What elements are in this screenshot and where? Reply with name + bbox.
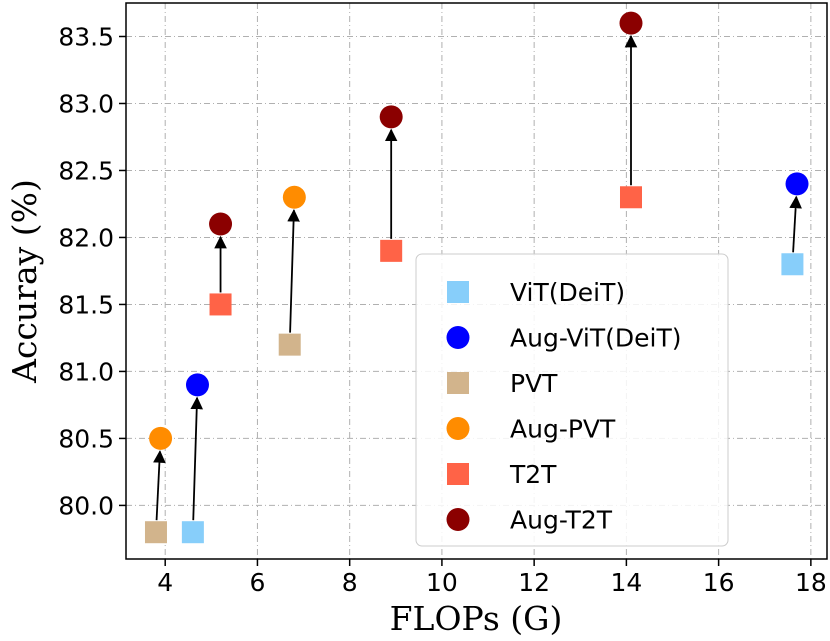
data-point — [619, 186, 642, 209]
axis-ticks: 4 6 8 10 12 14 16 18 80.0 80.5 81.0 81.5 82.0 82.5 83.… — [58, 22, 826, 597]
y-tick-label: 82.5 — [58, 156, 114, 185]
improvement-arrow — [789, 195, 802, 253]
legend-marker — [447, 281, 469, 303]
legend-label: Aug-PVT — [510, 415, 616, 444]
data-points — [144, 11, 809, 544]
y-tick-label: 80.5 — [58, 424, 114, 453]
y-tick-label: 81.5 — [58, 290, 114, 319]
improvement-arrow — [153, 450, 166, 521]
legend-label: PVT — [510, 369, 558, 398]
y-tick-label: 81.0 — [58, 357, 114, 386]
y-tick-label: 82.0 — [58, 223, 114, 252]
y-tick-label: 83.0 — [58, 89, 114, 118]
legend-label: Aug-ViT(DeiT) — [510, 324, 682, 353]
x-tick-label: 4 — [157, 568, 173, 597]
data-point — [379, 105, 403, 129]
data-point — [181, 521, 204, 544]
data-point — [144, 521, 167, 544]
legend-label: Aug-T2T — [510, 506, 613, 535]
x-tick-label: 18 — [795, 568, 827, 597]
legend: ViT(DeiT) Aug-ViT(DeiT) PVT Aug-PVT T2T Aug-T… — [415, 253, 729, 547]
x-tick-label: 10 — [426, 568, 458, 597]
legend-box — [415, 253, 729, 547]
legend-marker — [446, 326, 470, 349]
data-point — [278, 333, 301, 356]
data-point — [282, 185, 306, 209]
data-point — [619, 11, 643, 35]
plot-frame — [125, 2, 828, 560]
x-axis-label: FLOPs (G) — [390, 599, 563, 638]
legend-marker — [447, 463, 469, 485]
y-tick-label: 83.5 — [58, 22, 114, 51]
x-tick-label: 16 — [703, 568, 735, 597]
x-tick-label: 6 — [249, 568, 265, 597]
legend-label: T2T — [509, 460, 557, 489]
x-tick-label: 14 — [610, 568, 642, 597]
arrows — [153, 34, 802, 521]
data-point — [209, 293, 232, 316]
data-point — [149, 426, 173, 450]
y-axis-label: Accuray (%) — [5, 179, 44, 384]
data-point — [209, 212, 233, 236]
data-point — [380, 239, 403, 262]
legend-marker — [447, 372, 469, 394]
improvement-arrow — [190, 396, 204, 521]
x-tick-label: 8 — [342, 568, 358, 597]
data-point — [781, 253, 804, 276]
data-point — [785, 172, 809, 196]
y-tick-label: 80.0 — [58, 491, 114, 520]
legend-label: ViT(DeiT) — [510, 278, 625, 307]
data-point — [185, 373, 209, 397]
legend-marker — [446, 417, 470, 440]
improvement-arrow — [287, 208, 300, 333]
legend-marker — [446, 508, 470, 531]
x-tick-label: 12 — [518, 568, 550, 597]
